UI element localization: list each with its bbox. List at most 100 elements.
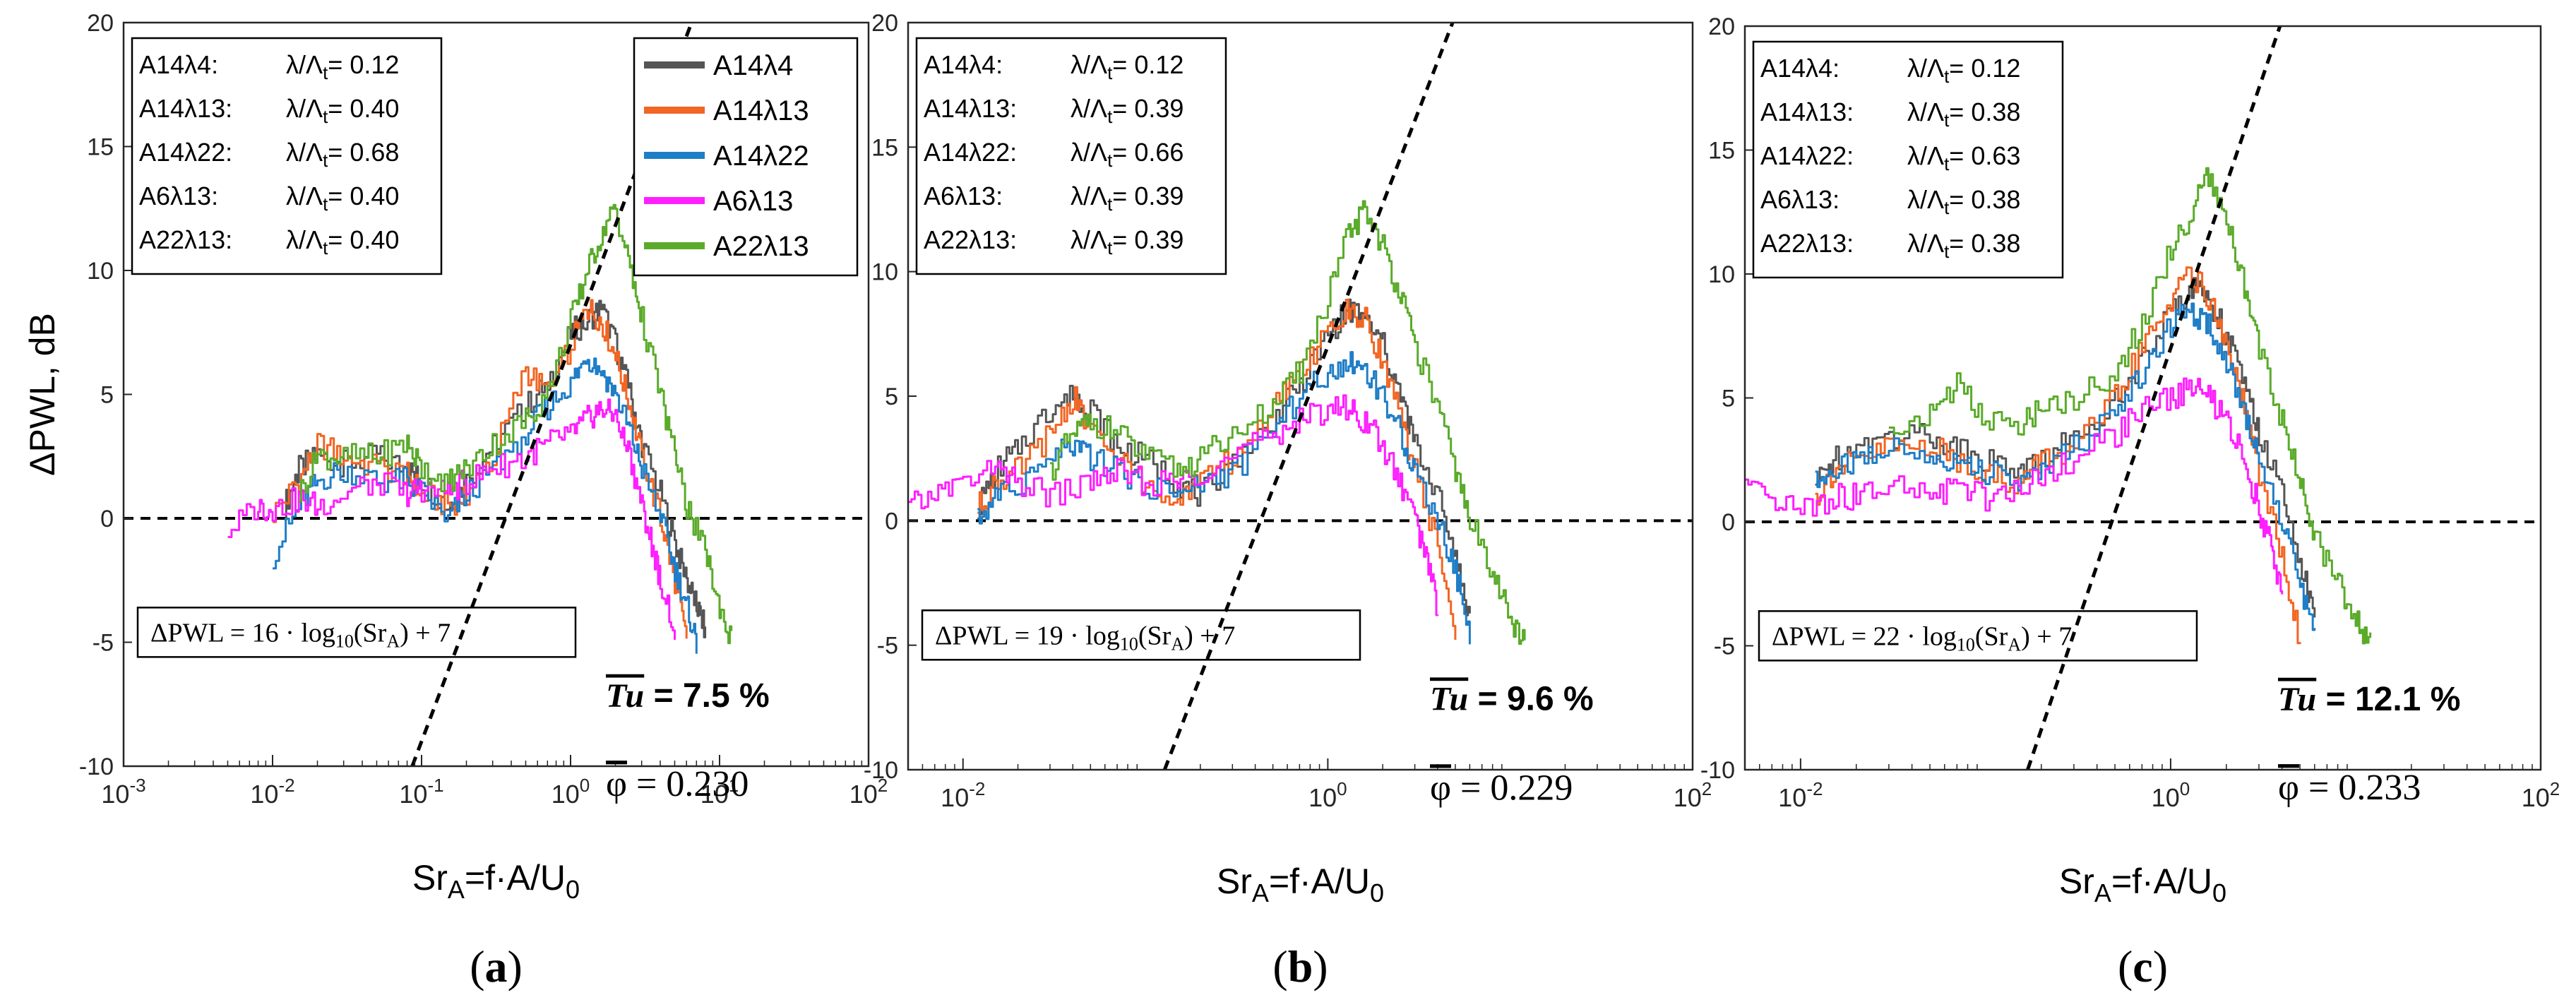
ratio-name: A14λ13:: [139, 94, 232, 123]
y-tick-label: -10: [1700, 757, 1735, 784]
x-tick-label: 100: [1308, 778, 1347, 812]
x-tick-label: 102: [2522, 778, 2560, 812]
x-tick-label: 10-2: [941, 778, 985, 812]
ratio-value: λ/Λt= 0.39: [1071, 94, 1183, 127]
chart-panel-2: -10 -5 0 5 10 15 20 10-2 100 102 SrA=f·A/U0 (b) A14λ…: [864, 10, 1712, 991]
x-tick-label: 100: [2152, 778, 2190, 812]
fit-line: [1162, 23, 1455, 770]
x-tick-label: 101: [700, 775, 739, 809]
ratio-value: λ/Λt= 0.40: [286, 181, 399, 215]
ratio-value: λ/Λt= 0.38: [1907, 97, 2020, 131]
y-tick-label: 20: [871, 10, 898, 37]
series-line-5: [1888, 167, 2372, 645]
ratio-value: λ/Λt= 0.12: [286, 50, 399, 83]
x-axis-label: SrA=f·A/U0: [1217, 862, 1384, 907]
x-tick-label: 10-1: [399, 775, 443, 809]
y-tick-label: 0: [100, 506, 114, 532]
series-line-4: [1745, 377, 2284, 595]
phi-annotation: φ = 0.229: [1430, 768, 1573, 808]
series-line-2: [273, 299, 688, 639]
legend: A14λ4 A14λ13 A14λ22 A6λ13 A22λ13: [633, 37, 859, 277]
ratio-value: λ/Λt= 0.39: [1071, 225, 1183, 258]
fit-equation-box: [136, 607, 577, 658]
x-tick-label: 10-2: [250, 775, 294, 809]
y-tick-label: 15: [1708, 138, 1735, 165]
panel-label: (b): [1272, 941, 1328, 991]
y-tick-label: 0: [1722, 509, 1735, 536]
phi-annotation: φ = 0.230: [606, 764, 749, 804]
fit-line: [2026, 26, 2282, 770]
ratio-value: λ/Λt= 0.66: [1071, 138, 1183, 171]
ratio-table: [1752, 40, 2064, 279]
y-tick-label: 10: [1708, 261, 1735, 288]
chart-panel-1: -10 -5 0 5 10 15 20 10-3 10-2 10-1 100 101 102 ΔPWL, …: [23, 10, 888, 991]
ratio-name: A6λ13:: [924, 181, 1003, 210]
fit-equation: ΔPWL = 19 · log10(SrA) + 7: [935, 621, 1235, 654]
series-line-5: [299, 203, 733, 645]
ratio-value: λ/Λt= 0.40: [286, 225, 399, 258]
ratio-name: A14λ4:: [139, 50, 218, 79]
x-tick-label: 102: [849, 775, 888, 809]
legend-label: A6λ13: [713, 186, 793, 217]
ratio-name: A14λ13:: [924, 94, 1017, 123]
ratio-name: A14λ4:: [924, 50, 1003, 79]
tu-annotation: Tu = 9.6 %: [1430, 680, 1594, 717]
y-tick-label: 10: [87, 258, 114, 285]
ratio-name: A14λ22:: [139, 138, 232, 167]
ratio-table: [915, 37, 1227, 275]
panel-label: (c): [2118, 941, 2168, 991]
y-tick-label: 5: [1722, 386, 1735, 412]
ratio-value: λ/Λt= 0.12: [1071, 50, 1183, 83]
y-axis-label: ΔPWL, dB: [23, 313, 62, 476]
ratio-value: λ/Λt= 0.39: [1071, 181, 1183, 215]
fit-equation: ΔPWL = 22 · log10(SrA) + 7: [1772, 621, 2072, 655]
fit-equation-box: [1758, 610, 2198, 662]
ratio-value: λ/Λt= 0.38: [1907, 229, 2020, 262]
legend-label: A14λ4: [713, 50, 793, 81]
legend-label: A22λ13: [713, 231, 809, 262]
x-tick-label: 100: [551, 775, 590, 809]
ratio-name: A22λ13:: [1760, 229, 1854, 258]
series-line-3: [1815, 302, 2316, 631]
series-line-5: [1050, 200, 1526, 645]
ratio-name: A6λ13:: [1760, 185, 1839, 214]
y-tick-label: 5: [885, 383, 898, 410]
fit-equation-box: [921, 609, 1361, 661]
x-tick-label: 10-2: [1778, 778, 1823, 812]
legend-label: A14λ13: [713, 95, 809, 126]
y-tick-label: 15: [871, 134, 898, 161]
x-tick-label: 10-3: [101, 775, 145, 809]
y-tick-label: -10: [864, 757, 898, 784]
ratio-value: λ/Λt= 0.63: [1907, 141, 2020, 174]
panel-label: (a): [470, 941, 523, 991]
plot-area: [908, 23, 1693, 770]
y-tick-label: 10: [871, 259, 898, 286]
ratio-value: λ/Λt= 0.40: [286, 94, 399, 127]
ratio-name: A22λ13:: [924, 225, 1017, 254]
tu-annotation: Tu = 12.1 %: [2278, 681, 2460, 718]
chart-panel-3: -10 -5 0 5 10 15 20 10-2 100 102 SrA=f·A/U0 (c) A14λ…: [1700, 13, 2560, 991]
ratio-value: λ/Λt= 0.12: [1907, 54, 2020, 87]
plot-area: [1745, 26, 2541, 770]
y-tick-label: -5: [93, 630, 114, 657]
series-line-4: [227, 398, 676, 640]
y-tick-label: -5: [877, 633, 898, 660]
ratio-name: A14λ22:: [1760, 141, 1854, 170]
ratio-name: A6λ13:: [139, 181, 218, 210]
ratio-table: [131, 37, 443, 275]
legend-label: A14λ22: [713, 141, 809, 172]
phi-annotation: φ = 0.233: [2278, 768, 2421, 808]
tu-annotation: Tu = 7.5 %: [606, 677, 770, 715]
ratio-value: λ/Λt= 0.38: [1907, 185, 2020, 218]
fit-equation: ΔPWL = 16 · log10(SrA) + 7: [150, 618, 451, 651]
ratio-value: λ/Λt= 0.68: [286, 138, 399, 171]
y-tick-label: 0: [885, 508, 898, 535]
ratio-name: A22λ13:: [139, 225, 232, 254]
x-tick-label: 102: [1674, 778, 1712, 812]
y-tick-label: 5: [100, 382, 114, 409]
y-tick-label: -10: [79, 753, 114, 780]
series-line-2: [1815, 266, 2301, 645]
ratio-name: A14λ4:: [1760, 54, 1839, 83]
series-line-4: [908, 394, 1439, 616]
